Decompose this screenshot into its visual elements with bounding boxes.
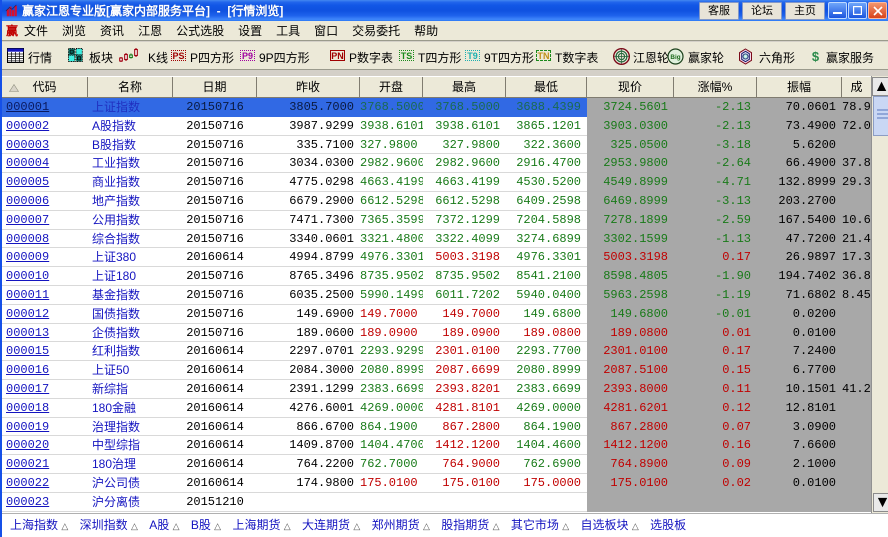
svg-text:Big: Big: [670, 54, 680, 61]
svg-text:$: $: [812, 49, 820, 64]
